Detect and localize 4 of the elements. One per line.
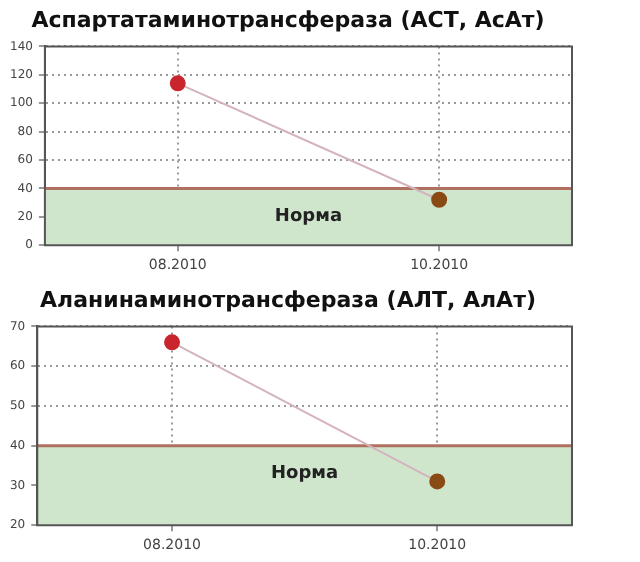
- chart-title: Аланинаминотрансфераза (АЛТ, АлАт): [40, 286, 536, 313]
- band-label: Норма: [274, 207, 343, 228]
- band-label: Норма: [271, 464, 339, 485]
- chart-title: Аспартатаминотрансфераза (АСТ, АсАт): [31, 6, 545, 33]
